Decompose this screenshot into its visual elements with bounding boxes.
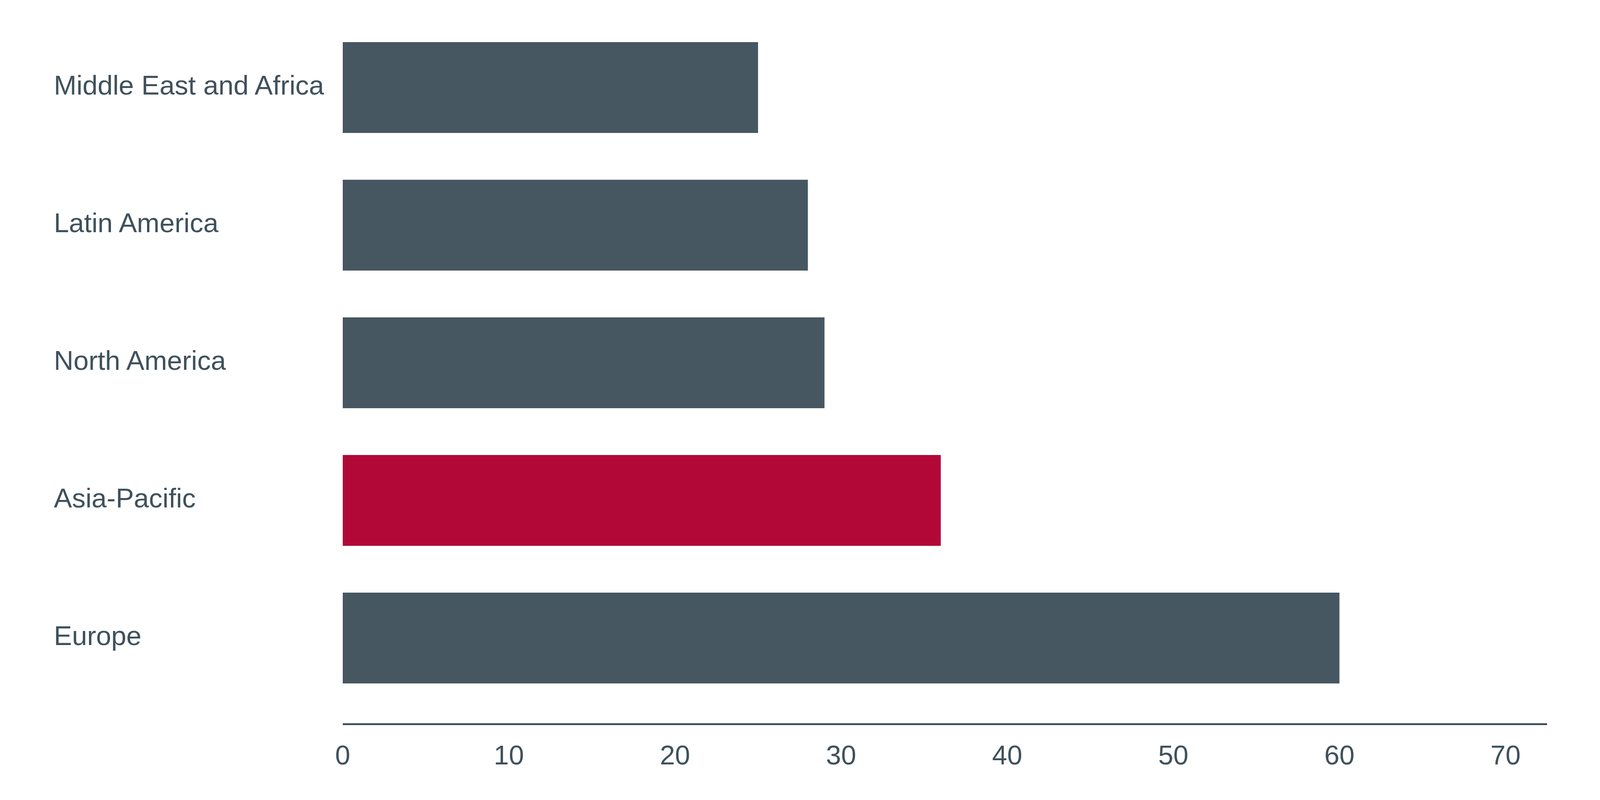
category-label: Latin America — [53, 207, 219, 238]
category-label: North America — [53, 345, 227, 376]
x-tick-label: 0 — [335, 739, 351, 771]
bar — [342, 42, 759, 133]
category-labels: Middle East and Africa Latin America North… — [53, 69, 325, 651]
bar — [342, 317, 825, 409]
x-tick-label: 10 — [494, 739, 525, 771]
bar — [342, 455, 941, 546]
x-tick-label: 20 — [659, 739, 691, 771]
category-label: Middle East and Africa — [53, 69, 325, 101]
x-tick-label: 40 — [992, 739, 1023, 771]
chart-container: Middle East and Africa Latin America North… — [0, 0, 1600, 800]
bars — [342, 42, 1340, 684]
x-tick-label: 50 — [1158, 739, 1189, 771]
x-tick-label: 30 — [825, 739, 857, 771]
chart-svg: Middle East and Africa Latin America North… — [0, 0, 1600, 800]
x-tick-label: 60 — [1324, 739, 1355, 771]
x-tick-label: 70 — [1490, 739, 1521, 771]
category-label: Asia-Pacific — [53, 482, 196, 514]
x-axis-line — [342, 723, 1548, 726]
x-ticks: 0 10 20 30 40 50 60 70 — [335, 739, 1521, 771]
category-label: Europe — [53, 620, 142, 651]
bar — [342, 592, 1340, 684]
bar — [342, 179, 808, 271]
